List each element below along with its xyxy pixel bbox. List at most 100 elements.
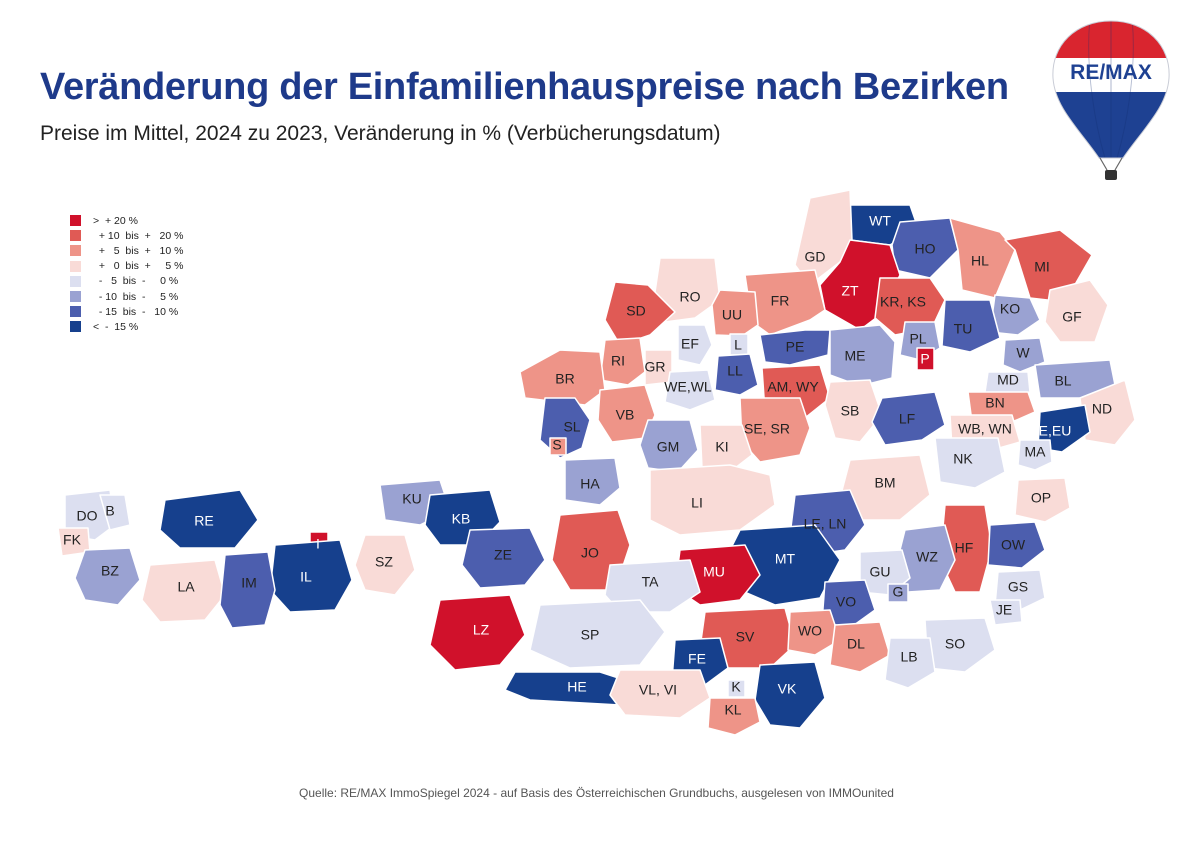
district-region [787, 609, 841, 656]
district-label: VO [836, 594, 856, 610]
district-label: I [316, 536, 320, 552]
legend-label: - 5 bis - 0 % [93, 275, 179, 288]
district-label: GR [645, 359, 666, 375]
legend-label: - 10 bis - 5 % [93, 290, 179, 303]
district-label: JE [996, 602, 1012, 618]
district-label: LA [177, 579, 195, 595]
district-label: GF [1062, 309, 1081, 325]
district-label: OW [1001, 537, 1026, 553]
district-label: BN [985, 395, 1004, 411]
district-region [714, 353, 759, 396]
district-label: KB [452, 511, 471, 527]
legend-label: < - 15 % [93, 320, 139, 333]
district-label: K [731, 679, 741, 695]
district-label: WE,WL [664, 379, 712, 395]
district-label: IL [300, 569, 312, 585]
legend-label: + 10 bis + 20 % [93, 229, 184, 242]
district-region [707, 697, 761, 736]
district-region [604, 281, 676, 346]
legend-item: - 15 bis - 10 % [70, 304, 183, 319]
district-label: KR, KS [880, 294, 926, 310]
district-label: RE [194, 513, 213, 529]
district-label: DL [847, 636, 865, 652]
legend-item: - 5 bis - 0 % [70, 274, 183, 289]
district-region [941, 299, 1001, 353]
legend-label: + 5 bis + 10 % [93, 244, 184, 257]
district-label: ZE [494, 547, 512, 563]
district-label: TU [954, 321, 973, 337]
district-label: LI [691, 495, 703, 511]
district-label: LL [727, 363, 743, 379]
district-label: MA [1025, 444, 1047, 460]
district-region [871, 391, 946, 446]
district-label: GS [1008, 579, 1028, 595]
district-label: GM [657, 439, 680, 455]
district-label: LZ [473, 622, 490, 638]
district-region [99, 494, 131, 531]
district-label: SB [841, 403, 860, 419]
district-label: HO [915, 241, 936, 257]
remax-balloon-logo: RE/MAX [1052, 20, 1170, 180]
district-region [609, 669, 711, 719]
district-region [916, 347, 935, 371]
district-label: KU [402, 491, 421, 507]
district-label: P [920, 351, 929, 367]
district-label: MI [1034, 259, 1050, 275]
district-label: JO [581, 545, 599, 561]
district-label: B [105, 503, 114, 519]
district-label: KL [724, 702, 741, 718]
district-label: LF [899, 411, 915, 427]
district-label: MD [997, 372, 1019, 388]
district-label: BL [1054, 373, 1071, 389]
district-region [159, 489, 259, 549]
legend-item: + 5 bis + 10 % [70, 243, 183, 258]
district-label: PL [909, 331, 926, 347]
district-label: LE, LN [804, 516, 847, 532]
legend-swatch [70, 275, 81, 287]
district-label: HE [567, 679, 586, 695]
district-region [1014, 477, 1071, 523]
legend-item: - 10 bis - 5 % [70, 289, 183, 304]
district-region [74, 547, 141, 606]
district-label: WZ [916, 549, 938, 565]
district-label: DO [77, 508, 98, 524]
district-label: LB [900, 649, 917, 665]
legend-label: - 15 bis - 10 % [93, 305, 179, 318]
district-label: SP [581, 627, 600, 643]
district-region [529, 599, 666, 669]
legend-swatch [70, 321, 81, 333]
district-regions [57, 189, 1136, 736]
district-region [604, 559, 701, 613]
district-region [699, 424, 753, 473]
district-label: RO [680, 289, 701, 305]
legend-label: + 0 bis + 5 % [93, 260, 184, 273]
district-label: L [734, 337, 742, 353]
legend-item: + 0 bis + 5 % [70, 259, 183, 274]
district-label: W [1016, 345, 1030, 361]
legend-item: > + 20 % [70, 213, 183, 228]
district-label: WO [798, 623, 822, 639]
district-labels: WT HO GD ZT HL MI RO FR KR, KS SD UU KO GF EF L PE TU PL P… [63, 213, 1112, 718]
legend-swatch [70, 215, 81, 227]
district-label: HA [580, 476, 600, 492]
source-note: Quelle: RE/MAX ImmoSpiegel 2024 - auf Ba… [299, 786, 894, 800]
district-region [649, 464, 776, 536]
district-label: MU [703, 564, 725, 580]
district-label: GD [805, 249, 826, 265]
logo-text: RE/MAX [1070, 61, 1152, 84]
district-region [1002, 337, 1046, 373]
district-label: PE [786, 339, 805, 355]
district-label: ZT [841, 283, 859, 299]
district-region [461, 527, 546, 589]
legend-swatch [70, 245, 81, 257]
district-region [429, 594, 526, 671]
district-label: AM, WY [767, 379, 819, 395]
legend-item: + 10 bis + 20 % [70, 228, 183, 243]
district-region [987, 521, 1046, 569]
district-label: FR [771, 293, 790, 309]
map-subtitle: Preise im Mittel, 2024 zu 2023, Veränder… [40, 122, 721, 145]
district-label: VB [616, 407, 635, 423]
district-region [219, 551, 276, 629]
district-label: HF [955, 540, 974, 556]
